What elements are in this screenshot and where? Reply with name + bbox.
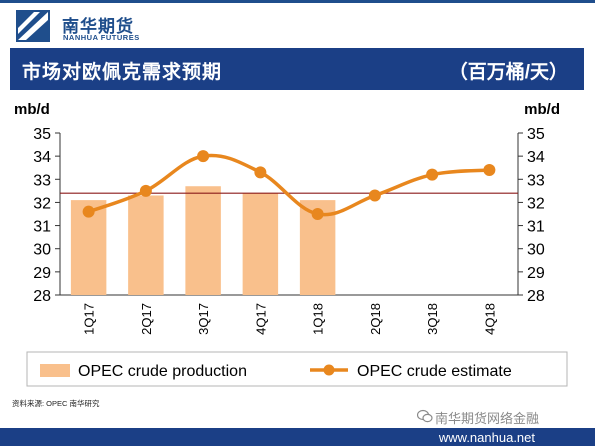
logo-text-en: NANHUA FUTURES [63, 33, 140, 42]
y-tick-label-left: 30 [33, 242, 51, 259]
estimate-point-2Q17 [139, 184, 152, 197]
estimate-point-1Q17 [82, 205, 95, 218]
legend-line-marker [323, 364, 335, 376]
legend [26, 351, 568, 387]
legend-label-estimate: OPEC crude estimate [357, 363, 512, 380]
chart-title: 市场对欧佩克需求预期 [22, 62, 223, 83]
y-tick-label-right: 34 [527, 149, 545, 166]
y-tick-label-left: 32 [33, 195, 51, 212]
y-tick-label-left: 31 [33, 219, 51, 236]
x-tick-label: 4Q17 [253, 303, 268, 335]
x-tick-label: 2Q18 [368, 303, 383, 335]
source-note: 资料来源: OPEC 南华研究 [12, 399, 100, 408]
y-tick-label-left: 33 [33, 172, 51, 189]
x-tick-label: 3Q18 [425, 303, 440, 335]
estimate-point-2Q18 [368, 189, 381, 202]
x-tick-label: 1Q17 [82, 303, 97, 335]
x-tick-label: 3Q17 [196, 303, 211, 335]
y-tick-label-right: 31 [527, 219, 545, 236]
y-tick-label-right: 29 [527, 265, 545, 282]
y-tick-label-right: 33 [527, 172, 545, 189]
x-tick-label: 1Q18 [311, 303, 326, 335]
bar-2Q17 [128, 195, 164, 295]
x-tick-label: 2Q17 [139, 303, 154, 335]
estimate-point-3Q17 [197, 150, 210, 163]
wechat-icon [417, 409, 433, 423]
estimate-point-4Q17 [254, 166, 267, 179]
y-tick-label-left: 34 [33, 149, 51, 166]
estimate-point-4Q18 [483, 164, 496, 177]
logo-text-cn: 南华期货 [62, 17, 134, 36]
logo-icon [16, 10, 50, 42]
chart-unit: （百万桶/天） [448, 62, 568, 83]
estimate-line [88, 153, 490, 217]
bar-3Q17 [185, 186, 221, 295]
website-link[interactable]: www.nanhua.net [438, 430, 535, 445]
legend-label-production: OPEC crude production [78, 363, 247, 380]
y-tick-label-left: 28 [33, 288, 51, 305]
y-tick-label-left: 29 [33, 265, 51, 282]
estimate-point-1Q18 [311, 208, 324, 220]
brand-logo: 南华期货 NANHUA FUTURES [14, 8, 204, 44]
y-axis-unit-left: mb/d [14, 101, 50, 118]
watermark-text: 南华期货网络金融 [435, 411, 540, 426]
y-tick-label-right: 35 [527, 126, 545, 143]
y-axis-unit-right: mb/d [524, 101, 560, 118]
x-tick-label: 4Q18 [482, 303, 497, 335]
y-tick-label-right: 32 [527, 195, 545, 212]
bar-4Q17 [242, 193, 279, 295]
title-bar: 市场对欧佩克需求预期 （百万桶/天） [10, 48, 584, 90]
bottom-bar [0, 428, 595, 446]
estimate-point-3Q18 [426, 168, 439, 181]
legend-bar-swatch [40, 364, 70, 377]
y-tick-label-left: 35 [33, 126, 51, 143]
y-tick-label-right: 28 [527, 288, 545, 305]
top-accent-bar [0, 0, 595, 3]
y-tick-label-right: 30 [527, 242, 545, 259]
